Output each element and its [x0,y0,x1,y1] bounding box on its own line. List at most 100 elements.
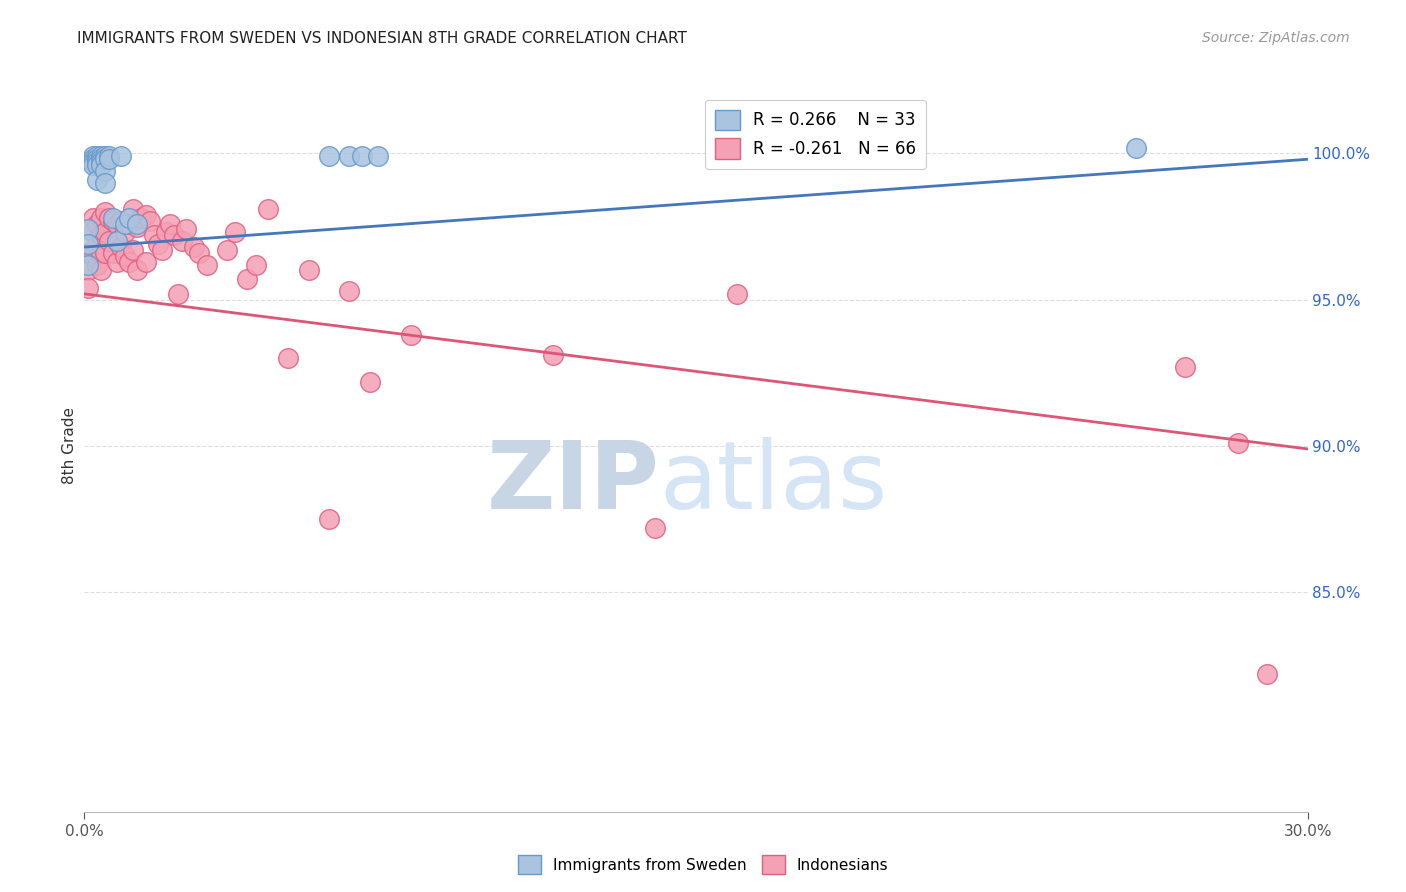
Point [257,202,280,216]
Point [725,286,748,301]
Point [367,149,389,163]
Point [86,173,108,187]
Point [217,243,239,257]
Point [159,217,181,231]
Text: atlas: atlas [659,436,887,529]
Point [77,258,100,272]
Point [135,254,157,268]
Text: Source: ZipAtlas.com: Source: ZipAtlas.com [1202,31,1350,45]
Point [1125,140,1147,154]
Point [350,149,373,163]
Point [135,208,157,222]
Point [90,228,112,243]
Y-axis label: 8th Grade: 8th Grade [62,408,77,484]
Point [105,234,128,248]
Point [93,176,115,190]
Point [90,149,112,163]
Point [101,213,124,227]
Point [110,240,132,254]
Point [86,217,108,231]
Point [277,351,299,366]
Point [339,149,361,163]
Point [1256,667,1278,681]
Point [101,246,124,260]
Point [114,226,136,240]
Point [82,155,104,169]
Point [122,243,145,257]
Point [1227,436,1250,450]
Point [150,243,173,257]
Point [122,202,145,216]
Point [172,234,194,248]
Point [90,246,112,260]
Point [142,228,165,243]
Point [127,219,149,234]
Point [82,158,104,172]
Point [77,222,100,236]
Point [1174,359,1197,374]
Point [82,249,104,263]
Point [146,237,169,252]
Point [82,153,104,167]
Point [318,512,340,526]
Point [90,153,112,167]
Point [105,217,128,231]
Point [110,213,132,227]
Point [82,211,104,225]
Point [224,226,246,240]
Legend: R = 0.266    N = 33, R = -0.261   N = 66: R = 0.266 N = 33, R = -0.261 N = 66 [704,100,927,169]
Point [77,281,100,295]
Point [114,217,136,231]
Point [93,164,115,178]
Point [101,211,124,225]
Point [93,246,115,260]
Point [97,234,120,248]
Point [167,286,190,301]
Point [86,155,108,169]
Point [339,284,361,298]
Point [90,158,112,172]
Point [86,237,108,252]
Point [543,348,565,362]
Point [118,254,141,268]
Point [105,234,128,248]
Point [644,521,666,535]
Point [93,153,115,167]
Point [127,263,149,277]
Point [86,153,108,167]
Point [298,263,321,277]
Point [86,258,108,272]
Point [110,149,132,163]
Point [399,327,422,342]
Point [359,375,381,389]
Point [114,249,136,263]
Point [93,205,115,219]
Point [155,226,177,240]
Point [127,217,149,231]
Point [77,263,100,277]
Point [118,211,141,225]
Point [163,228,186,243]
Point [138,213,160,227]
Legend: Immigrants from Sweden, Indonesians: Immigrants from Sweden, Indonesians [512,849,894,880]
Point [93,226,115,240]
Point [86,158,108,172]
Point [77,246,100,260]
Point [187,246,209,260]
Text: IMMIGRANTS FROM SWEDEN VS INDONESIAN 8TH GRADE CORRELATION CHART: IMMIGRANTS FROM SWEDEN VS INDONESIAN 8TH… [77,31,688,46]
Point [318,149,340,163]
Point [82,226,104,240]
Point [97,211,120,225]
Point [245,258,267,272]
Point [236,272,259,286]
Point [131,211,153,225]
Point [86,149,108,163]
Text: ZIP: ZIP [486,436,659,529]
Point [174,222,197,236]
Point [82,149,104,163]
Point [195,258,218,272]
Point [90,155,112,169]
Point [97,153,120,167]
Point [90,263,112,277]
Point [118,217,141,231]
